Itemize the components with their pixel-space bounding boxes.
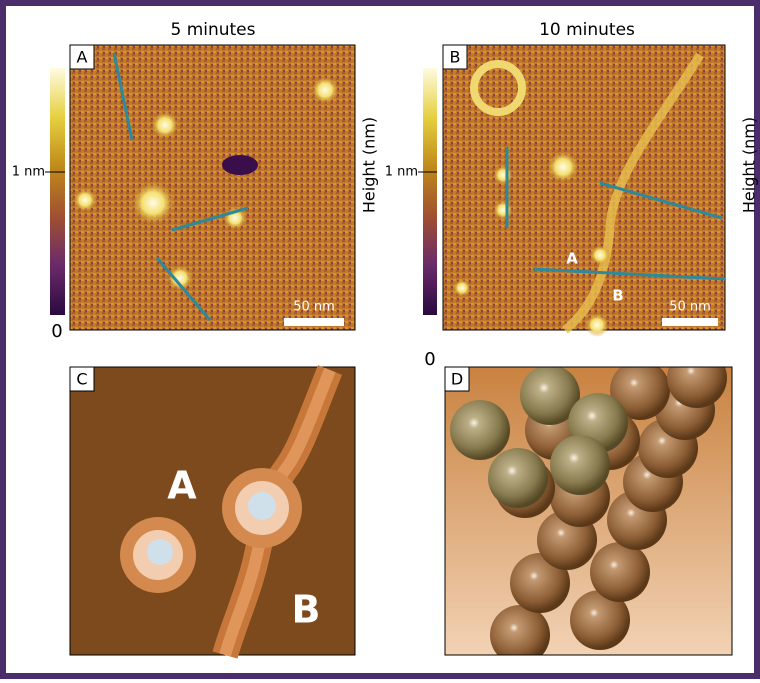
model-particle-core — [147, 539, 173, 565]
afm-particle — [493, 200, 513, 220]
afm-particle — [453, 279, 471, 297]
afm-particle — [585, 313, 609, 337]
panel-label: B — [450, 48, 461, 67]
figure: 5 minutes 10 minutes A 50 nm 1 nm 0 Heig… — [0, 0, 760, 679]
annotation: B — [612, 287, 623, 305]
afm-particle — [590, 245, 610, 265]
colorbar-label: 1 nm — [385, 165, 418, 180]
afm-particle — [547, 151, 579, 183]
scale-bar-label: 50 nm — [669, 300, 711, 315]
colorbar — [50, 68, 65, 315]
panel-b: A B B 50 nm 1 nm 0 Height (nm) — [385, 45, 759, 370]
sphere — [490, 605, 550, 665]
sphere — [550, 435, 610, 495]
afm-particle — [493, 165, 513, 185]
column-title: 5 minutes — [170, 20, 255, 40]
colorbar-label: 0 — [51, 321, 62, 342]
colorbar-label: 0 — [424, 349, 435, 370]
afm-particle — [311, 76, 339, 104]
panel-label: A — [77, 48, 88, 67]
annotation: A — [167, 464, 197, 508]
sphere — [488, 448, 548, 508]
panel-label: C — [76, 370, 87, 389]
sphere — [667, 348, 727, 408]
annotation: B — [292, 588, 321, 632]
colorbar — [423, 68, 437, 315]
scale-bar — [284, 318, 344, 326]
afm-particle — [151, 111, 179, 139]
panel-a: A 50 nm 1 nm 0 Height (nm) — [12, 45, 379, 342]
colorbar-label: 1 nm — [12, 165, 45, 180]
colorbar-title: Height (nm) — [740, 117, 759, 213]
afm-pit — [222, 155, 258, 175]
model-particle-core — [248, 492, 276, 520]
colorbar-title: Height (nm) — [360, 117, 379, 213]
afm-particle — [73, 188, 97, 212]
sphere — [590, 542, 650, 602]
sphere — [450, 400, 510, 460]
afm-particle — [131, 181, 175, 225]
panel-d: D — [445, 348, 732, 665]
scale-bar-label: 50 nm — [293, 300, 335, 315]
panel-c: A B C — [70, 367, 355, 655]
panel-label: D — [451, 370, 463, 389]
scale-bar — [662, 318, 718, 326]
annotation: A — [566, 250, 578, 268]
column-title: 10 minutes — [539, 20, 635, 40]
